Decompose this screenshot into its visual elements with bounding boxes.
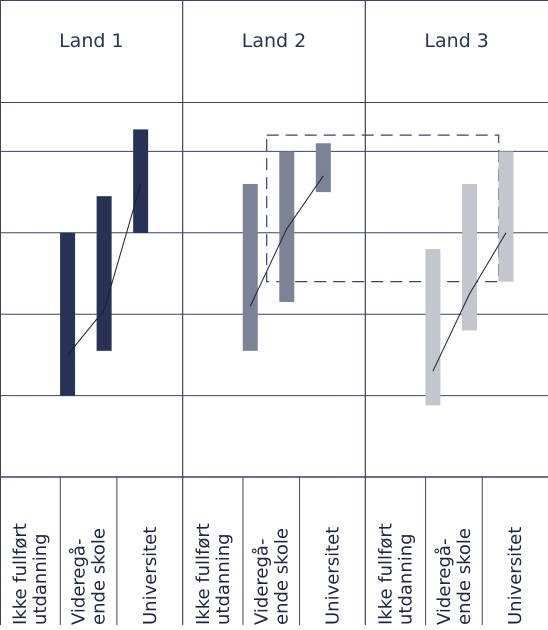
- category-label: Universitet: [322, 527, 343, 625]
- category-label: Ikke fullførtutdanning: [375, 523, 416, 625]
- trend-line: [249, 175, 324, 307]
- panel-title: Land 2: [242, 30, 306, 52]
- connector-layer: [67, 175, 507, 372]
- range-bar: [461, 183, 477, 331]
- category-label: Universitet: [140, 527, 161, 625]
- range-bar: [242, 183, 258, 351]
- category-label: Universitet: [505, 527, 526, 625]
- bars-layer: [60, 129, 514, 406]
- panel-title: Land 1: [59, 30, 123, 52]
- category-label: Ikke fullførtutdanning: [10, 523, 51, 625]
- range-bar: [133, 129, 149, 233]
- labels-layer: Land 1 Ikke fullførtutdanning Videregå-end…: [10, 30, 526, 625]
- range-bar: [498, 151, 514, 282]
- range-bar: [425, 249, 441, 406]
- category-label: Ikke fullførtutdanning: [193, 523, 234, 625]
- range-bar: [96, 196, 112, 351]
- trend-line: [432, 232, 507, 372]
- category-label: Videregå-ende skole: [69, 528, 110, 625]
- range-bar: [60, 232, 76, 396]
- trend-line: [67, 183, 142, 356]
- range-bar: [315, 143, 331, 193]
- range-bar: [279, 151, 295, 302]
- category-label: Videregå-ende skole: [434, 528, 475, 625]
- category-label: Videregå-ende skole: [251, 528, 292, 625]
- panel-title: Land 3: [424, 30, 488, 52]
